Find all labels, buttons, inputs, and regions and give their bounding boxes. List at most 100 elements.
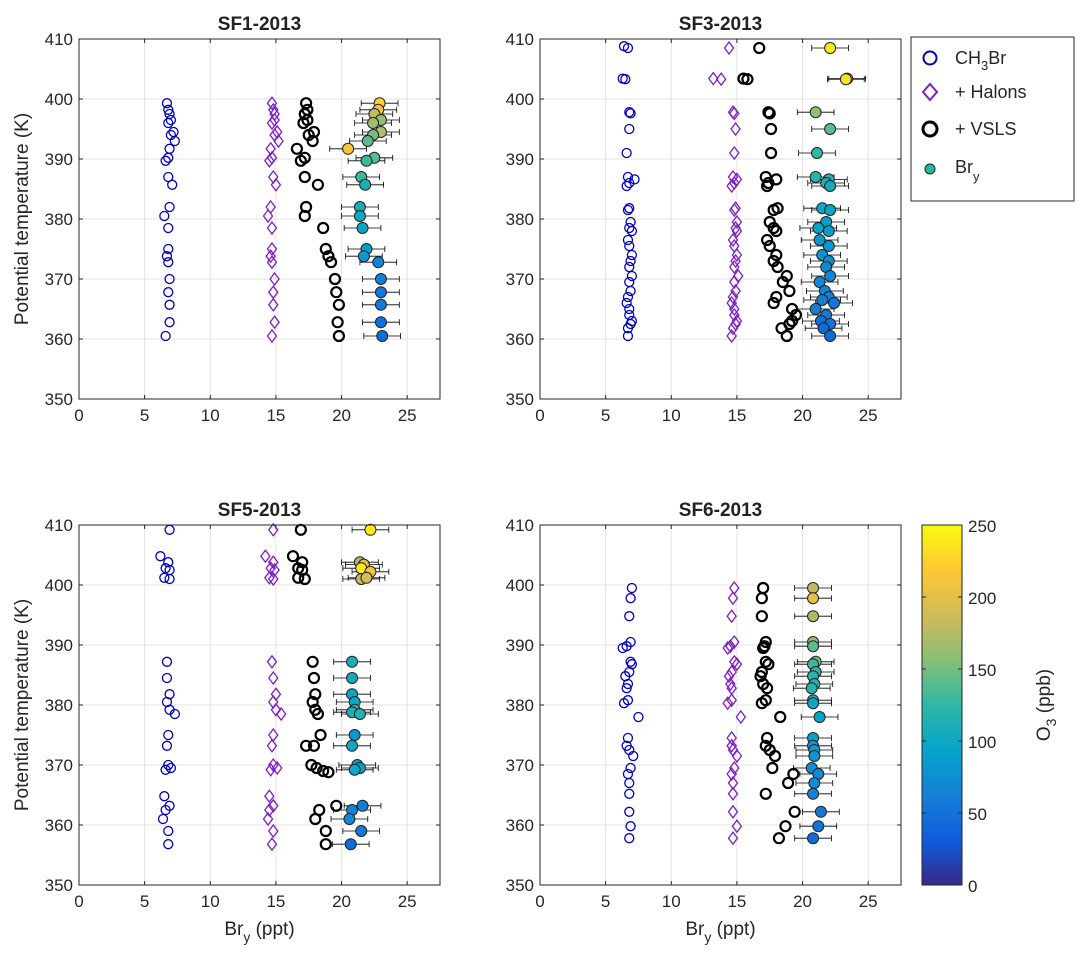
point-vsls [322, 766, 335, 779]
panel-title: SF3-2013 [679, 14, 762, 35]
point-vsls [788, 805, 801, 818]
point-halons [727, 232, 739, 248]
point-halons [728, 307, 740, 323]
point-bry [357, 250, 370, 263]
point-ch3br [621, 147, 632, 159]
point-vsls [770, 248, 783, 262]
point-vsls [331, 316, 344, 329]
point-ch3br [622, 678, 634, 690]
point-halons [262, 208, 274, 224]
y-tick-label: 390 [506, 636, 534, 655]
point-vsls [770, 290, 783, 304]
point-bry [374, 298, 387, 311]
point-halons [267, 571, 279, 587]
panels: 0 5 10 15 20 25 350 360 370 380 390 400 410 SF1-2013 P… [12, 14, 902, 945]
point-bry [346, 672, 359, 684]
point-bry [808, 750, 821, 762]
point-halons [726, 295, 737, 311]
point-halons [731, 748, 743, 764]
point-ch3br [169, 708, 180, 720]
point-bry [824, 42, 837, 54]
point-ch3br [164, 299, 175, 310]
point-ch3br [624, 261, 635, 273]
point-halons [728, 760, 740, 776]
x-tick-label: 5 [140, 892, 149, 911]
point-ch3br [159, 572, 170, 583]
y-tick-label: 370 [506, 270, 534, 289]
panel-2: 0 5 10 15 20 25 350 360 370 380 390 400 410 SF3-2013 [506, 14, 902, 425]
point-halons [715, 72, 727, 87]
x-tick-label: 25 [398, 406, 417, 425]
point-vsls [311, 178, 325, 191]
colorbar-tick-label: 100 [968, 733, 996, 752]
point-vsls [759, 787, 772, 800]
point-halons [266, 241, 278, 257]
point-vsls [771, 260, 784, 274]
point-vsls [314, 728, 327, 742]
colorbar-tick-label: 200 [968, 589, 996, 608]
x-tick-label: 15 [727, 406, 746, 425]
y-axis-label: Potential temperature (K) [12, 599, 33, 811]
point-ch3br [629, 174, 640, 185]
y-tick-label: 410 [45, 516, 73, 535]
axes-box [78, 524, 441, 886]
legend-marker-ch3br [922, 50, 938, 66]
point-vsls [292, 571, 305, 584]
point-bry [807, 610, 820, 623]
point-halons [264, 570, 275, 585]
x-tick-label: 10 [662, 892, 681, 911]
point-bry [812, 222, 825, 234]
x-tick-label: 0 [535, 892, 544, 911]
x-tick-label: 15 [266, 892, 285, 911]
point-halons [267, 297, 279, 312]
point-halons [723, 669, 735, 684]
point-ch3br [161, 656, 173, 667]
point-ch3br [625, 593, 636, 604]
legend-label-bry: Bry [955, 157, 980, 184]
point-ch3br [163, 287, 174, 298]
y-tick-label: 350 [506, 390, 534, 409]
panel-title: SF6-2013 [679, 500, 762, 521]
x-axis-label-unit: (ppt) [250, 919, 294, 940]
point-vsls [759, 655, 772, 668]
y-tick-label: 400 [506, 576, 534, 595]
point-vsls [294, 154, 307, 167]
point-halons [731, 657, 743, 672]
point-ch3br [618, 698, 630, 709]
point-halons [722, 696, 734, 711]
point-halons [275, 706, 287, 722]
point-vsls [774, 710, 787, 724]
y-tick-label: 400 [506, 90, 534, 109]
point-vsls [322, 250, 335, 263]
y-tick-label: 400 [45, 576, 73, 595]
panel-title: SF1-2013 [218, 14, 301, 35]
x-tick-label: 20 [332, 406, 351, 425]
point-halons [707, 71, 719, 86]
point-halons [728, 202, 740, 218]
point-ch3br [164, 573, 175, 585]
point-ch3br [160, 330, 171, 342]
point-ch3br [624, 788, 635, 799]
point-vsls [309, 812, 322, 826]
point-halons [726, 738, 737, 753]
point-vsls [755, 610, 768, 623]
x-axis-label-main: Br [685, 919, 705, 940]
point-bry [807, 640, 820, 653]
point-halons [269, 315, 280, 330]
point-bry [356, 799, 369, 812]
point-halons [266, 837, 278, 852]
point-vsls [755, 697, 768, 710]
point-halons [731, 819, 743, 834]
point-ch3br [617, 642, 628, 654]
point-halons [727, 775, 739, 791]
point-bry [359, 178, 372, 191]
x-tick-label: 10 [201, 406, 220, 425]
point-halons [269, 562, 280, 578]
point-vsls [764, 146, 778, 160]
point-vsls [767, 221, 780, 235]
point-halons [726, 766, 737, 782]
point-vsls [761, 179, 774, 193]
point-bry [355, 825, 368, 837]
point-bry [367, 117, 380, 129]
point-halons [264, 802, 275, 818]
